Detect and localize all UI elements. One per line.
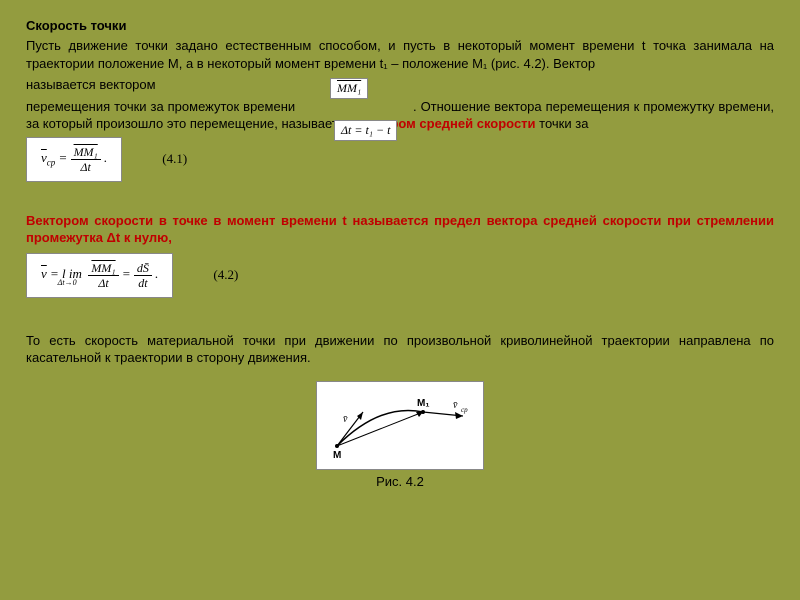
fig-label-v: v̄ <box>343 414 348 425</box>
fig-label-M1: M₁ <box>417 398 429 409</box>
equation-41-row: vcp = MM₁ Δt . (4.1) <box>26 137 774 182</box>
trajectory-diagram-svg: M M₁ v̄ v̄ cp <box>325 388 475 458</box>
equation-42: v = l imΔt→0 MM₁ Δt = dS̄ dt . <box>26 253 173 298</box>
dt-text: Δt = t₁ − t <box>341 123 390 137</box>
figure-caption: Рис. 4.2 <box>26 474 774 489</box>
equation-42-row: v = l imΔt→0 MM₁ Δt = dS̄ dt . (4.2) <box>26 253 774 298</box>
eq42-limsub: Δt→0 <box>58 278 77 287</box>
fig-label-vcp-sub: cp <box>461 406 468 414</box>
eq41-num: MM₁ <box>74 145 98 159</box>
p2c: точки за <box>536 116 589 131</box>
conclusion-paragraph: То есть скорость материальной точки при … <box>26 332 774 367</box>
figure-area: M M₁ v̄ v̄ cp Рис. 4.2 <box>26 381 774 489</box>
eq42-label: (4.2) <box>213 267 238 283</box>
p2a: перемещения точки за промежуток времени <box>26 99 295 114</box>
eq41-sub: cp <box>47 158 56 168</box>
velocity-vector-definition: Вектором скорости в точке в момент време… <box>26 212 774 247</box>
eq42-f2den: dt <box>134 276 152 289</box>
fig-label-vcp: v̄ <box>453 400 458 411</box>
fig-label-M: M <box>333 450 341 458</box>
inline-formula-mm1: MM₁ <box>330 78 368 99</box>
paragraph-1b: называется вектором <box>26 76 774 94</box>
section-title: Скорость точки <box>26 18 774 33</box>
eq42-f2num: dS̄ <box>134 262 152 276</box>
inline-formula-dt: Δt = t₁ − t <box>334 120 397 141</box>
equation-41: vcp = MM₁ Δt . <box>26 137 122 182</box>
paragraph-1: Пусть движение точки задано естественным… <box>26 37 774 72</box>
figure-4-2: M M₁ v̄ v̄ cp <box>316 381 484 470</box>
eq41-den: Δt <box>71 160 101 173</box>
eq41-label: (4.1) <box>162 151 187 167</box>
eq42-f1num: MM₁ <box>91 261 115 275</box>
mm1-text: MM₁ <box>337 81 361 95</box>
p1-text: Пусть движение точки задано естественным… <box>26 38 774 71</box>
eq42-f1den: Δt <box>88 276 118 289</box>
paragraph-2: перемещения точки за промежуток времени … <box>26 98 774 133</box>
